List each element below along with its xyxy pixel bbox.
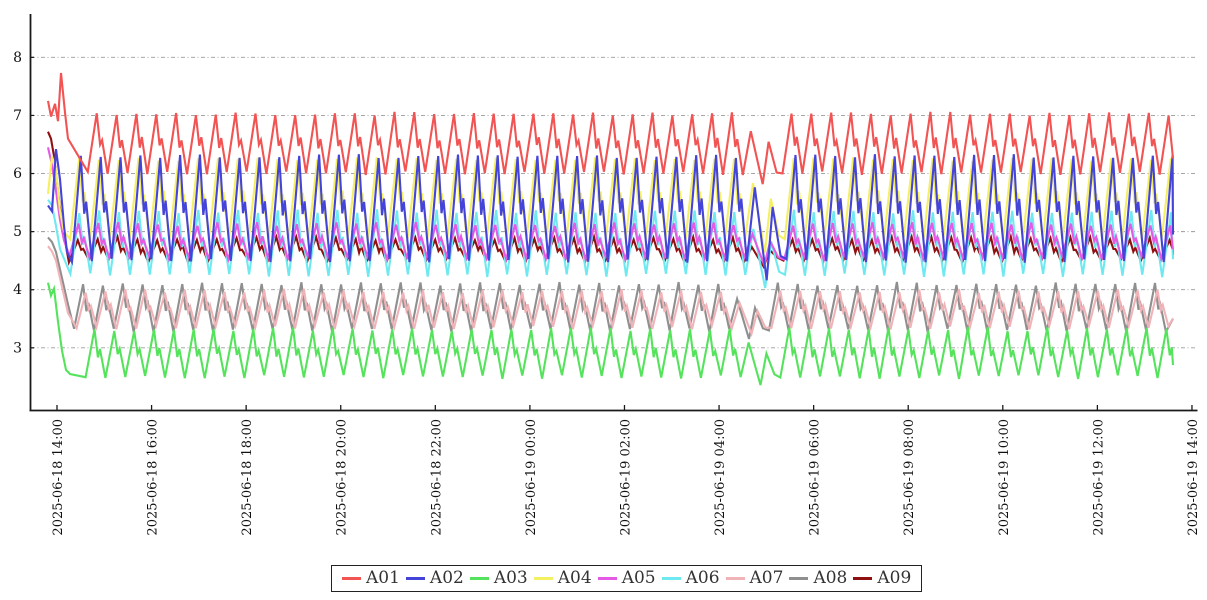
legend-label: A05	[621, 568, 656, 588]
legend-swatch-a06	[661, 577, 681, 580]
x-tick-label: 2025-06-19 12:00	[1091, 419, 1106, 536]
legend-label: A02	[429, 568, 464, 588]
x-tick-label: 2025-06-19 02:00	[618, 419, 633, 536]
legend-item-a07: A07	[725, 568, 784, 588]
legend-item-a08: A08	[789, 570, 847, 587]
x-tick-label: 2025-06-18 18:00	[240, 419, 255, 536]
x-axis-ticks	[56, 405, 1193, 410]
x-tick-label: 2025-06-19 04:00	[713, 419, 728, 536]
legend-swatch-a02	[405, 577, 425, 580]
legend-item-a09: A09	[853, 570, 911, 587]
legend-label: A01	[366, 568, 400, 588]
legend-item-a04: A04	[533, 568, 592, 588]
series-line-a06	[47, 199, 1175, 289]
legend-label: A06	[685, 568, 720, 588]
x-tick-label: 2025-06-19 10:00	[997, 419, 1012, 536]
series-line-a04	[46, 155, 1175, 253]
legend-label: A08	[813, 568, 848, 588]
x-tick-label: 2025-06-18 20:00	[335, 419, 350, 536]
y-tick-label: 7	[13, 108, 22, 124]
legend-swatch-a07	[725, 577, 745, 580]
x-tick-label: 2025-06-19 06:00	[808, 419, 823, 536]
legend-item-a02: A02	[405, 568, 464, 588]
x-axis-labels: 2025-06-18 14:00 2025-06-18 16:00 2025-06-…	[51, 419, 1201, 536]
x-tick-label: 2025-06-18 14:00	[51, 419, 66, 536]
legend-item-a03: A03	[469, 568, 528, 588]
series-line-a03	[46, 282, 1175, 386]
x-tick-label: 2025-06-19 08:00	[902, 419, 917, 536]
y-axis-labels: 3 4 5 6 7 8	[13, 50, 22, 357]
x-tick-label: 2025-06-19 00:00	[524, 419, 539, 536]
legend-swatch-a04	[533, 577, 553, 580]
legend-label: A09	[877, 568, 912, 588]
y-tick-label: 4	[13, 282, 22, 298]
y-tick-label: 5	[13, 224, 22, 240]
legend-swatch-a03	[469, 577, 489, 580]
legend-label: A03	[493, 568, 528, 588]
legend-label: A07	[749, 568, 784, 588]
series-line-a07	[47, 245, 1174, 338]
legend-swatch-a08	[789, 577, 809, 580]
legend-swatch-a09	[853, 577, 873, 580]
series-line-a02	[47, 148, 1175, 281]
x-tick-label: 2025-06-18 22:00	[429, 419, 444, 536]
legend-label: A04	[557, 568, 592, 588]
x-tick-label: 2025-06-18 16:00	[146, 419, 161, 536]
series-line-a01	[46, 72, 1175, 185]
y-tick-label: 3	[13, 340, 22, 356]
legend-item-a06: A06	[661, 568, 720, 588]
x-tick-label: 2025-06-19 14:00	[1186, 419, 1201, 536]
series-lines	[46, 72, 1175, 386]
legend-swatch-a01	[342, 577, 361, 580]
legend-swatch-a05	[597, 577, 617, 580]
axes	[29, 14, 1198, 412]
legend: A01 A02 A03 A04 A05 A06 A07 A08 A09	[331, 565, 923, 592]
legend-item-a05: A05	[597, 568, 656, 588]
legend-item-a01: A01	[342, 570, 400, 587]
y-tick-label: 8	[13, 50, 22, 66]
y-tick-label: 6	[13, 166, 22, 182]
